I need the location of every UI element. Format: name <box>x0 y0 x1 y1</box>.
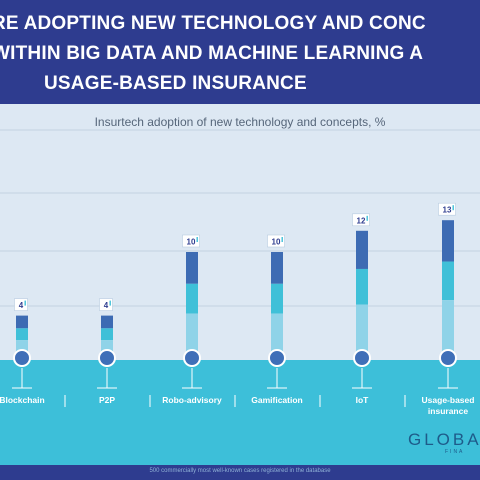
bar-gamification-segment-mid <box>271 283 283 314</box>
bar-robo-advisory-segment-bottom <box>186 313 198 358</box>
chart-panel <box>0 128 480 360</box>
category-label-iot: IoT <box>356 395 370 405</box>
headline-line-3: USAGE-BASED INSURANCE <box>44 73 307 94</box>
value-label-marker-iot <box>366 215 368 221</box>
value-label-box-gamification <box>267 234 285 248</box>
footer-bar: 500 commercially most well-known cases r… <box>0 465 480 480</box>
value-label-marker-robo-advisory <box>196 237 198 242</box>
value-label-robo-advisory: 10 <box>187 238 196 247</box>
value-label-gamification: 10 <box>272 238 281 247</box>
chart-floor <box>0 360 480 480</box>
value-label-marker-gamification <box>281 237 283 242</box>
bar-iot-base <box>353 349 371 367</box>
bar-p2p-segment-top <box>101 315 113 329</box>
header-banner: RE ADOPTING NEW TECHNOLOGY AND CONC WITH… <box>0 0 480 104</box>
bar-gamification-segment-top <box>271 252 283 284</box>
value-label-p2p: 4 <box>104 301 109 310</box>
chart-title: Insurtech adoption of new technology and… <box>94 115 386 129</box>
value-label-box-usage-based-insurance <box>438 202 456 216</box>
bar-gamification-base <box>268 349 286 367</box>
bar-gamification-segment-bottom <box>271 313 283 358</box>
category-label-blockchain: Blockchain <box>0 395 45 405</box>
value-label-marker-blockchain <box>24 300 26 306</box>
bar-p2p-segment-mid <box>101 328 113 341</box>
category-label-usage-based-insurance: Usage-based <box>422 395 475 405</box>
bar-robo-advisory-segment-mid <box>186 283 198 314</box>
value-label-marker-usage-based-insurance <box>452 205 454 211</box>
bar-robo-advisory-base <box>183 349 201 367</box>
category-label-usage-based-insurance: insurance <box>428 406 468 416</box>
bar-robo-advisory-segment-top <box>186 252 198 284</box>
bar-usage-based-insurance-segment-mid <box>442 261 454 301</box>
bar-usage-based-insurance-segment-bottom <box>442 300 454 358</box>
brand-logo-subtext: FINA <box>445 449 465 455</box>
value-label-blockchain: 4 <box>19 301 24 310</box>
category-label-p2p: P2P <box>99 395 115 405</box>
headline-line-1: RE ADOPTING NEW TECHNOLOGY AND CONC <box>0 13 426 34</box>
bar-iot-segment-top <box>356 230 368 269</box>
bar-blockchain-segment-mid <box>16 328 28 341</box>
bar-blockchain-segment-top <box>16 315 28 329</box>
value-label-iot: 12 <box>357 216 366 225</box>
bar-usage-based-insurance-base <box>439 349 457 367</box>
value-label-box-iot <box>352 213 370 227</box>
value-label-usage-based-insurance: 13 <box>443 206 452 215</box>
footer-note: 500 commercially most well-known cases r… <box>149 468 331 474</box>
headline-line-2: WITHIN BIG DATA AND MACHINE LEARNING A <box>0 43 424 64</box>
brand-logo: GLOBA <box>408 430 480 449</box>
bar-blockchain-base <box>13 349 31 367</box>
bar-p2p-base <box>98 349 116 367</box>
bar-usage-based-insurance-segment-top <box>442 220 454 262</box>
category-label-robo-advisory: Robo-advisory <box>162 395 222 405</box>
value-label-box-p2p <box>99 298 113 311</box>
bar-iot-segment-bottom <box>356 304 368 358</box>
value-label-marker-p2p <box>109 300 111 306</box>
category-label-gamification: Gamification <box>251 395 302 405</box>
bar-iot-segment-mid <box>356 268 368 305</box>
value-label-box-blockchain <box>14 298 28 311</box>
value-label-box-robo-advisory <box>182 234 200 248</box>
